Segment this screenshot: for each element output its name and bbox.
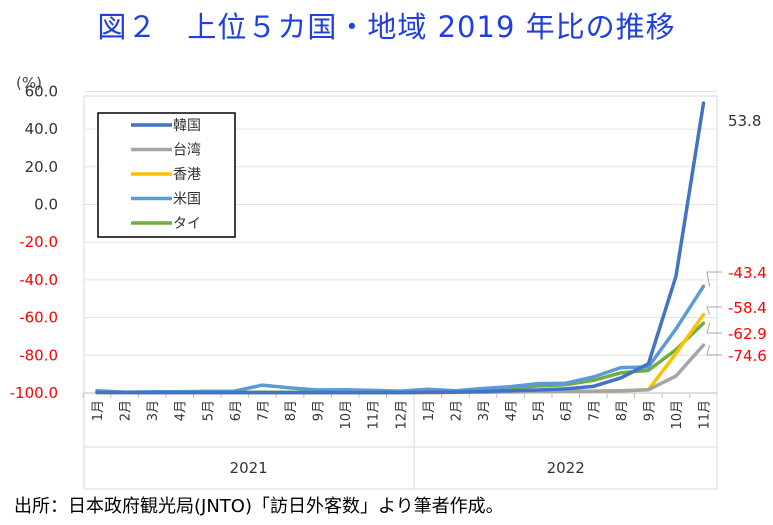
x-tick-label: 2月 <box>119 400 134 421</box>
legend-label: 台湾 <box>173 142 201 159</box>
y-tick-label: -80.0 <box>19 346 58 364</box>
x-tick-label: 6月 <box>229 400 244 421</box>
x-tick-label: 2月 <box>449 400 464 421</box>
y-tick-label: 40.0 <box>25 120 58 138</box>
x-tick-label: 11月 <box>367 400 382 430</box>
y-axis-ticks: 60.0 40.0 20.0 0.0 -20.0 -40.0 -60.0 -80.0 -100.… <box>10 82 58 402</box>
y-tick-label: -100.0 <box>10 384 58 402</box>
x-tick-label: 3月 <box>146 400 161 421</box>
x-tick-label: 10月 <box>670 400 685 430</box>
y-axis-unit: (%) <box>16 74 42 92</box>
chart-title: 図２ 上位５カ国・地域 2019 年比の推移 <box>97 10 676 44</box>
end-value-label: -74.6 <box>728 347 767 365</box>
leader-line <box>706 271 722 287</box>
legend-label: 米国 <box>173 192 201 208</box>
x-tick-label: 5月 <box>201 400 216 421</box>
end-value-label: 53.8 <box>728 112 761 130</box>
x-tick-label: 9月 <box>312 400 327 421</box>
leader-line <box>706 306 722 315</box>
x-tick-label: 7月 <box>256 400 271 421</box>
legend-label: 韓国 <box>173 118 201 134</box>
series-lines <box>95 101 706 395</box>
x-tick-label: 8月 <box>284 400 299 421</box>
y-tick-label: 60.0 <box>25 82 58 100</box>
x-tick-label: 10月 <box>339 400 354 430</box>
x-tick-label: 9月 <box>642 400 657 421</box>
series-line <box>95 101 706 395</box>
end-value-label: -43.4 <box>728 264 767 282</box>
leader-line <box>706 344 722 356</box>
y-tick-label: -20.0 <box>19 233 58 251</box>
x-tick-label: 1月 <box>91 400 106 421</box>
x-tick-label: 6月 <box>560 400 575 421</box>
legend-label: 香港 <box>173 167 201 183</box>
x-tick-label: 7月 <box>587 400 602 421</box>
end-labels: 53.8 -74.6 -58.4 -43.4 -62.9 <box>706 112 767 365</box>
x-tick-label: 1月 <box>422 400 437 421</box>
x-tick-label: 8月 <box>615 400 630 421</box>
y-tick-label: 20.0 <box>25 158 58 176</box>
year-axis: 2021 2022 <box>84 393 717 489</box>
y-tick-label: -60.0 <box>19 309 58 327</box>
year-label: 2022 <box>547 459 585 477</box>
x-axis-ticks: 1月 2月 3月 4月 5月 6月 7月 8月 9月 10月 11月 12月 1月 2月 3月 4月 5月 6月 7… <box>82 393 713 430</box>
x-tick-label: 11月 <box>698 400 713 430</box>
end-value-label: -58.4 <box>728 299 767 317</box>
leader-line <box>706 322 722 334</box>
x-tick-label: 5月 <box>532 400 547 421</box>
y-tick-label: 0.0 <box>34 196 58 214</box>
plot-frame <box>83 95 718 490</box>
end-value-label: -62.9 <box>728 325 767 343</box>
y-tick-label: -40.0 <box>19 271 58 289</box>
source-note: 出所：日本政府観光局(JNTO)「訪日外客数」より筆者作成。 <box>14 496 504 517</box>
x-tick-label: 4月 <box>174 400 189 421</box>
legend-label: タイ <box>173 216 201 232</box>
x-tick-label: 4月 <box>505 400 520 421</box>
year-label: 2021 <box>230 459 268 477</box>
x-tick-label: 3月 <box>477 400 492 421</box>
grid-lines <box>84 90 717 394</box>
x-tick-label: 12月 <box>394 400 409 430</box>
